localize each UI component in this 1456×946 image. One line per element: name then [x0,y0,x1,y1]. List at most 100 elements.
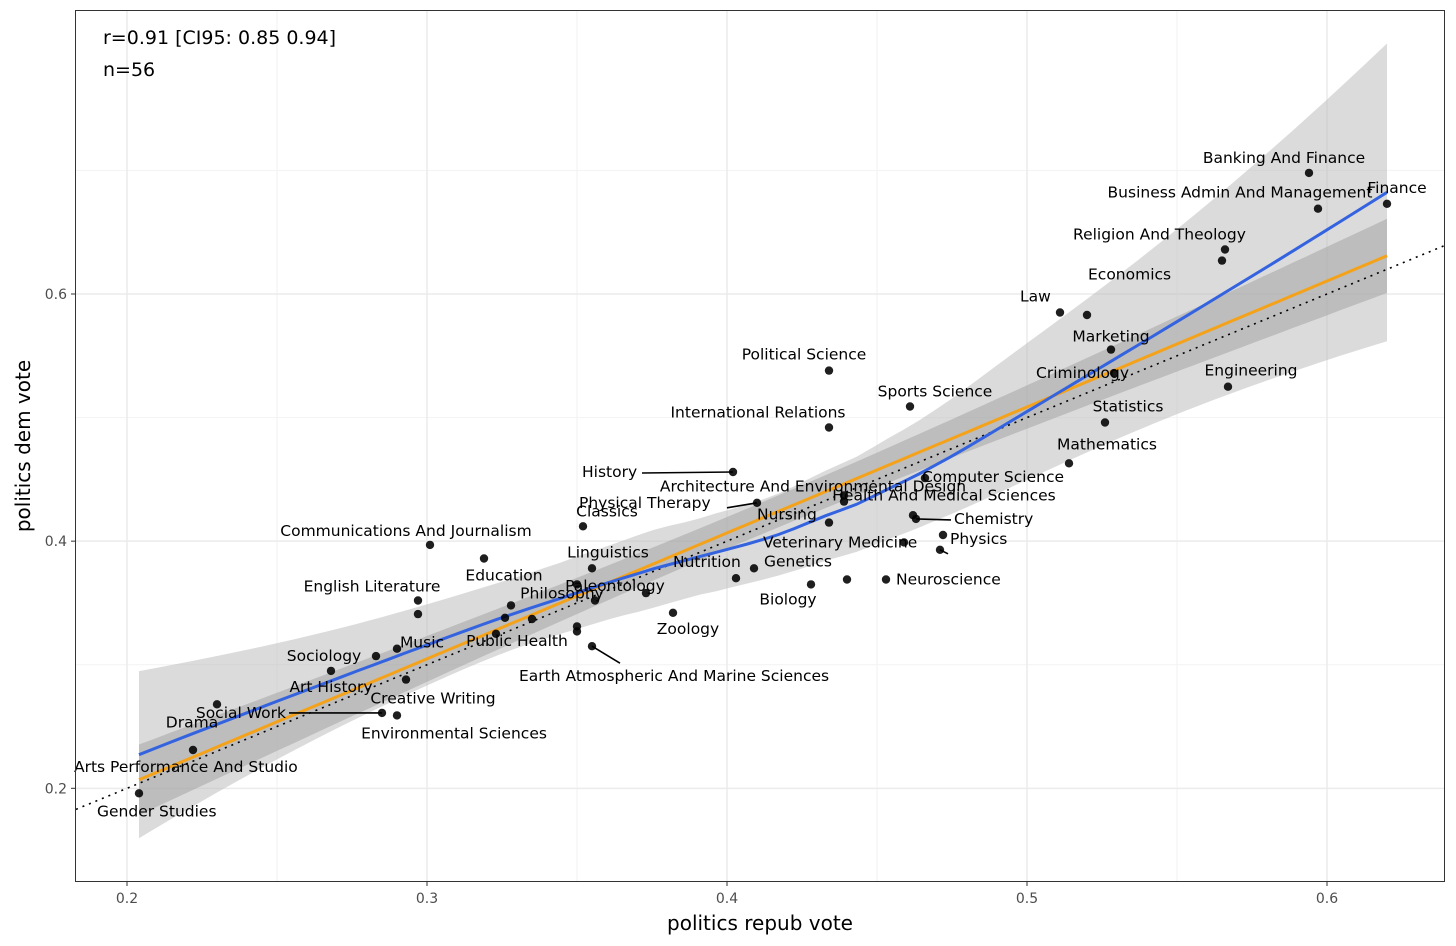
data-point [1223,382,1233,391]
point-label: Social Work [196,704,286,722]
data-point [1313,204,1323,213]
point-label: Veterinary Medicine [763,533,917,551]
data-point [1082,310,1092,320]
data-point [824,423,834,432]
data-point [938,530,948,540]
point-label: Banking And Finance [1203,149,1365,167]
point-label: Education [465,567,542,585]
data-point [572,580,582,589]
data-point [749,564,759,573]
point-label: Nursing [757,506,817,524]
x-axis-ticks: 0.2 0.3 0.4 0.5 0.6 [116,881,1338,907]
data-point [899,538,909,547]
point-label: Biology [759,590,816,608]
point-labels: Banking And Finance Business Admin And Ma… [74,149,1427,820]
data-point [413,609,423,619]
n-annotation: n=56 [103,59,155,81]
point-label: Environmental Sciences [361,724,547,742]
data-point [212,700,222,709]
data-point [1106,345,1116,354]
data-point [842,575,852,584]
data-point [1055,308,1065,317]
y-tick-label: 0.6 [45,287,67,303]
data-point [491,629,501,638]
data-point [641,588,651,598]
data-point [1100,418,1110,427]
data-point [1382,199,1392,208]
label-leader-line [726,502,758,509]
x-tick-label: 0.2 [116,891,138,907]
point-label: Finance [1367,179,1426,197]
point-label: Statistics [1093,398,1164,416]
identity-line [75,245,1445,811]
y-tick-label: 0.2 [45,781,67,797]
point-label: Arts Performance And Studio [74,758,298,776]
data-point [1217,256,1227,265]
data-point [500,613,510,622]
point-label: Neuroscience [896,571,1001,589]
y-axis-title: politics dem vote [11,360,35,532]
point-label: Mathematics [1057,435,1157,453]
label-leader-line [591,645,621,664]
data-point [392,711,402,720]
data-point [479,554,489,563]
point-label: Creative Writing [370,690,495,708]
data-point [839,491,849,500]
data-point [1220,245,1230,254]
point-label: Drama [166,713,218,731]
point-label: Law [1020,288,1051,306]
point-label: Economics [1088,266,1171,284]
point-label: Earth Atmospheric And Marine Sciences [519,667,829,685]
point-label: Classics [576,502,638,520]
data-point [401,675,411,684]
point-label: Architecture And Environmental Design [660,478,966,496]
label-leader-line [939,549,949,555]
point-label: International Relations [670,404,845,422]
point-label: Health And Medical Sciences [832,486,1056,504]
data-point [188,745,198,755]
data-point [839,497,849,506]
point-label: Sports Science [878,383,993,401]
data-point [590,596,600,605]
data-point [425,540,435,550]
data-point [824,518,834,527]
point-label: Chemistry [954,510,1033,528]
label-leader-line [641,471,734,474]
data-point [1109,368,1119,378]
point-label: Marketing [1072,328,1149,346]
point-label: Gender Studies [97,802,217,820]
data-point [905,402,915,411]
point-label: Engineering [1205,362,1298,380]
point-label: Business Admin And Management [1108,184,1373,202]
point-label: Religion And Theology [1073,226,1246,244]
data-point [806,580,816,589]
correlation-annotation: r=0.91 [CI95: 0.85 0.94] [103,27,336,49]
data-point [731,574,741,583]
point-label: Public Health [466,632,568,650]
x-tick-label: 0.3 [416,891,438,907]
label-leader-line [915,518,952,521]
x-tick-label: 0.4 [716,891,738,907]
data-point [371,651,381,661]
data-point [668,608,678,617]
point-label: Art History [289,678,372,696]
y-tick-label: 0.4 [45,534,67,550]
point-label: Philosophy [520,585,604,603]
point-label: Physics [950,530,1007,548]
data-point [578,522,588,531]
point-label: English Literature [304,578,441,596]
point-label: Linguistics [567,543,649,561]
data-point [413,596,423,605]
data-point [1304,168,1314,178]
data-point [572,627,582,636]
data-point [527,614,537,624]
data-point [920,473,930,483]
x-axis-title: politics repub vote [667,911,853,935]
data-point [134,789,144,798]
data-point [1064,459,1074,468]
data-points [134,168,1392,798]
point-label: Computer Science [922,468,1064,486]
loess-fit-line [138,191,1388,757]
